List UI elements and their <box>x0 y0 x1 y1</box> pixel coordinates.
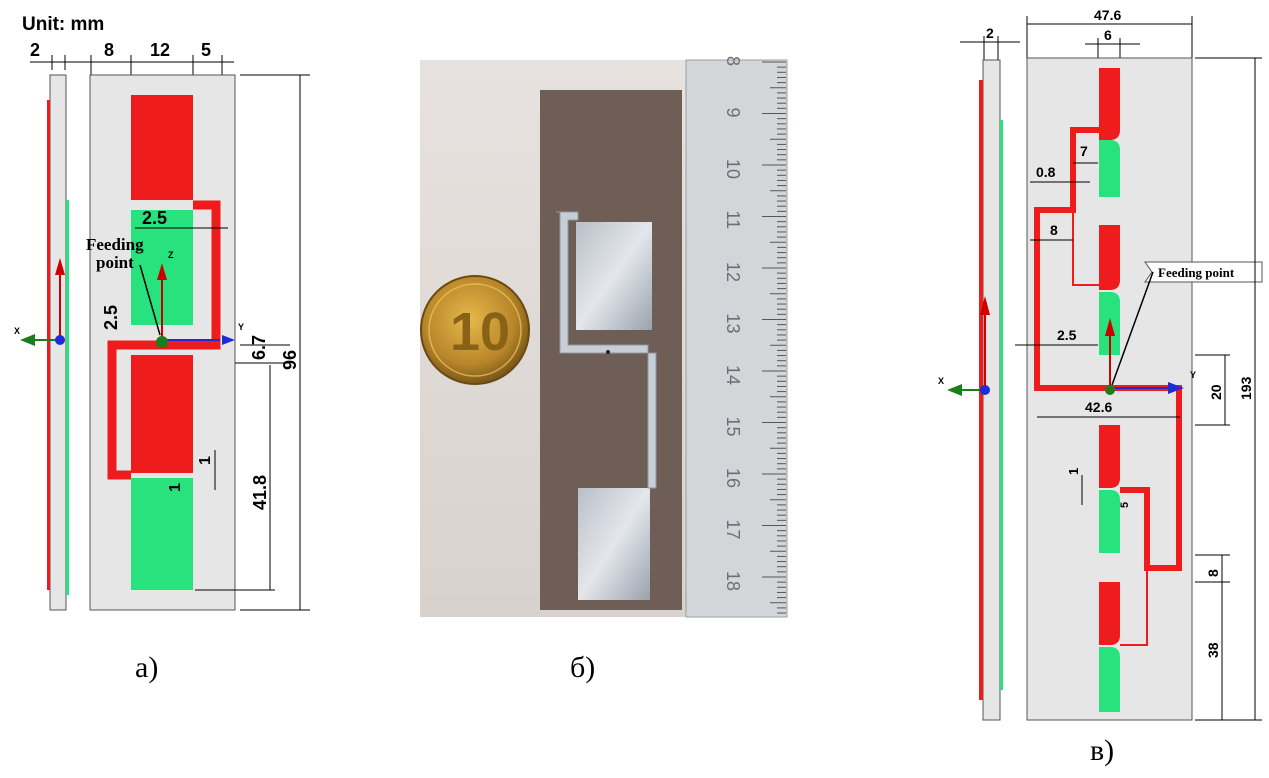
feeding-pointer-c <box>1111 271 1154 386</box>
feeding-label-c: Feeding point <box>1158 265 1235 280</box>
dim-8-c: 8 <box>1050 222 1058 238</box>
feeding-pointer-a <box>139 264 161 336</box>
side-green-strip <box>66 200 69 595</box>
side-green-strip-c <box>1000 120 1003 690</box>
dim-2-5-c: 2.5 <box>1057 327 1077 343</box>
patch-upper-red <box>131 95 193 200</box>
metal-trace <box>556 211 657 489</box>
ruler-numbers: 8 9 10 11 12 13 14 15 16 17 18 <box>723 56 743 591</box>
feed-point-dot-a <box>156 336 168 348</box>
feed-point-dot-c <box>1105 385 1115 395</box>
dim-41-8: 41.8 <box>250 475 270 510</box>
ruler-number: 16 <box>723 468 743 488</box>
dim-7: 7 <box>1080 143 1088 159</box>
dim-0-8: 0.8 <box>1036 164 1056 180</box>
dim-47-6: 47.6 <box>1094 7 1121 23</box>
origin-dot-c <box>980 385 990 395</box>
ruler-ticks <box>762 61 786 614</box>
ruler-number: 17 <box>723 520 743 540</box>
dim-1: 1 <box>197 456 214 465</box>
caption-c: в) <box>1090 734 1114 767</box>
side-red-strip <box>47 100 50 590</box>
coin-rim <box>428 283 522 377</box>
patch-lower-green <box>131 478 193 590</box>
ruler-number: 11 <box>723 211 743 230</box>
dim-20: 20 <box>1208 384 1224 400</box>
dim-2-5-top: 2.5 <box>142 208 167 228</box>
dim-1-c: 1 <box>1066 468 1081 475</box>
dim-38: 38 <box>1205 642 1221 658</box>
dim-96: 96 <box>280 350 300 370</box>
dim-8: 8 <box>104 40 114 60</box>
axis-y-label: Y <box>238 322 244 332</box>
dim-8-lower: 8 <box>1205 569 1221 577</box>
dim-2-5-left: 2.5 <box>101 305 121 330</box>
axis-y-arrow <box>222 335 235 345</box>
dim-1b: 1 <box>167 483 184 492</box>
axis-z-front-arrow-c <box>1105 318 1115 336</box>
axis-x-label-c: X <box>938 376 944 386</box>
feeding-label-box-c <box>1144 261 1263 283</box>
ruler <box>685 59 788 618</box>
origin-dot <box>55 335 65 345</box>
axis-x-label: X <box>14 326 20 336</box>
c-red-4 <box>1099 582 1120 645</box>
feed-pin <box>606 350 610 354</box>
dim-6: 6 <box>1104 27 1112 43</box>
caption-b: б) <box>570 651 595 684</box>
coin <box>420 275 530 385</box>
ruler-number: 12 <box>723 262 743 282</box>
c-green-1 <box>1099 140 1120 197</box>
ruler-number: 8 <box>723 56 743 66</box>
axis-x-arrow-c <box>947 384 962 396</box>
panel-c: 2 47.6 6 X <box>938 7 1263 767</box>
c-red-1 <box>1099 68 1120 140</box>
ruler-number: 9 <box>723 108 743 118</box>
dim-6-7: 6.7 <box>249 335 269 360</box>
unit-label: Unit: mm <box>22 14 104 35</box>
panel-b: 10 8 9 10 11 12 13 14 15 16 17 18 б) <box>420 56 788 684</box>
c-trace-lower <box>1120 568 1148 646</box>
axis-z-front-arrow <box>157 263 167 280</box>
ruler-number: 13 <box>723 314 743 334</box>
axis-z-arrow-c <box>980 296 990 315</box>
metal-patch-upper <box>576 222 652 330</box>
axis-z-arrow <box>55 258 65 275</box>
dim-5: 5 <box>201 40 211 60</box>
dim-12: 12 <box>150 40 170 60</box>
coin-denomination: 10 <box>450 302 510 362</box>
dim-193: 193 <box>1238 376 1254 400</box>
ruler-number: 14 <box>723 365 743 385</box>
dim-42-6: 42.6 <box>1085 399 1112 415</box>
axis-z-label: Z <box>168 250 174 260</box>
axis-x-arrow <box>20 334 35 346</box>
axis-y-label-c: Y <box>1190 370 1196 380</box>
c-red-2 <box>1099 225 1120 290</box>
c-green-4 <box>1099 647 1120 712</box>
metal-patch-lower <box>578 488 650 600</box>
c-green-3 <box>1099 490 1120 553</box>
dim-2-c: 2 <box>986 25 994 41</box>
patch-lower-red <box>131 355 193 473</box>
ruler-number: 10 <box>723 159 743 179</box>
feeding-label-line1: Feeding <box>86 235 144 254</box>
ruler-number: 18 <box>723 571 743 591</box>
c-red-3 <box>1099 425 1120 488</box>
feeding-label-line2: point <box>96 253 134 272</box>
caption-a: а) <box>135 651 158 684</box>
ruler-number: 15 <box>723 417 743 437</box>
dim-5-c: 5 <box>1119 502 1131 508</box>
dim-2: 2 <box>30 40 40 60</box>
c-trace-inner <box>1072 210 1099 286</box>
panel-a: Unit: mm 2 8 12 5 X <box>14 14 310 684</box>
axis-y-arrow-c <box>1168 382 1184 394</box>
